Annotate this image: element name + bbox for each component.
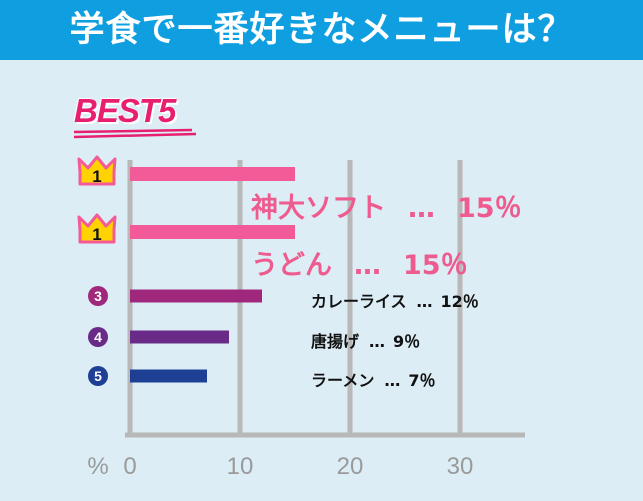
category-label: うどん	[251, 250, 332, 281]
bar	[130, 225, 295, 239]
bar	[130, 167, 295, 181]
bar-label: ラーメン … 7％	[311, 367, 436, 391]
value-label: 7％	[408, 371, 436, 390]
x-unit-label: %	[87, 453, 108, 480]
best5-underline	[73, 128, 197, 139]
bar-label: 唐揚げ … 9％	[311, 328, 420, 352]
value-label: 15％	[403, 250, 468, 281]
category-label: 唐揚げ	[311, 332, 360, 351]
category-label: ラーメン	[311, 371, 375, 390]
value-label: 12％	[440, 292, 479, 311]
x-tick-label: 30	[447, 453, 474, 480]
category-label: カレーライス	[311, 292, 407, 311]
value-label: 15％	[457, 193, 522, 224]
label-separator: …	[384, 371, 401, 390]
rank-number: 1	[92, 225, 101, 244]
category-label: 神大ソフト	[251, 193, 386, 224]
bar-label: カレーライス … 12％	[311, 288, 479, 312]
bar-label: うどん … 15％	[251, 243, 468, 282]
crown-icon: 1	[77, 213, 117, 244]
bar	[130, 369, 207, 383]
page-title: 学食で一番好きなメニューは？	[0, 0, 643, 60]
rank-circle-icon	[88, 286, 108, 306]
x-tick-label: 20	[337, 453, 364, 480]
bar	[130, 289, 262, 303]
label-separator: …	[369, 332, 386, 351]
rank-number: 3	[94, 288, 102, 304]
value-label: 9％	[393, 332, 421, 351]
rank-circle-icon	[88, 327, 108, 347]
x-tick-label: 10	[227, 453, 254, 480]
label-separator: …	[354, 250, 381, 281]
rank-number: 1	[92, 167, 101, 186]
rank-number: 5	[94, 368, 102, 384]
crown-icon: 1	[77, 155, 117, 186]
best5-badge: BEST5	[74, 92, 176, 129]
x-tick-label: 0	[123, 453, 136, 480]
rank-number: 4	[94, 329, 102, 345]
label-separator: …	[408, 193, 435, 224]
label-separator: …	[416, 292, 433, 311]
bar-label: 神大ソフト … 15％	[251, 186, 522, 225]
rank-circle-icon	[88, 366, 108, 386]
bar	[130, 330, 229, 344]
